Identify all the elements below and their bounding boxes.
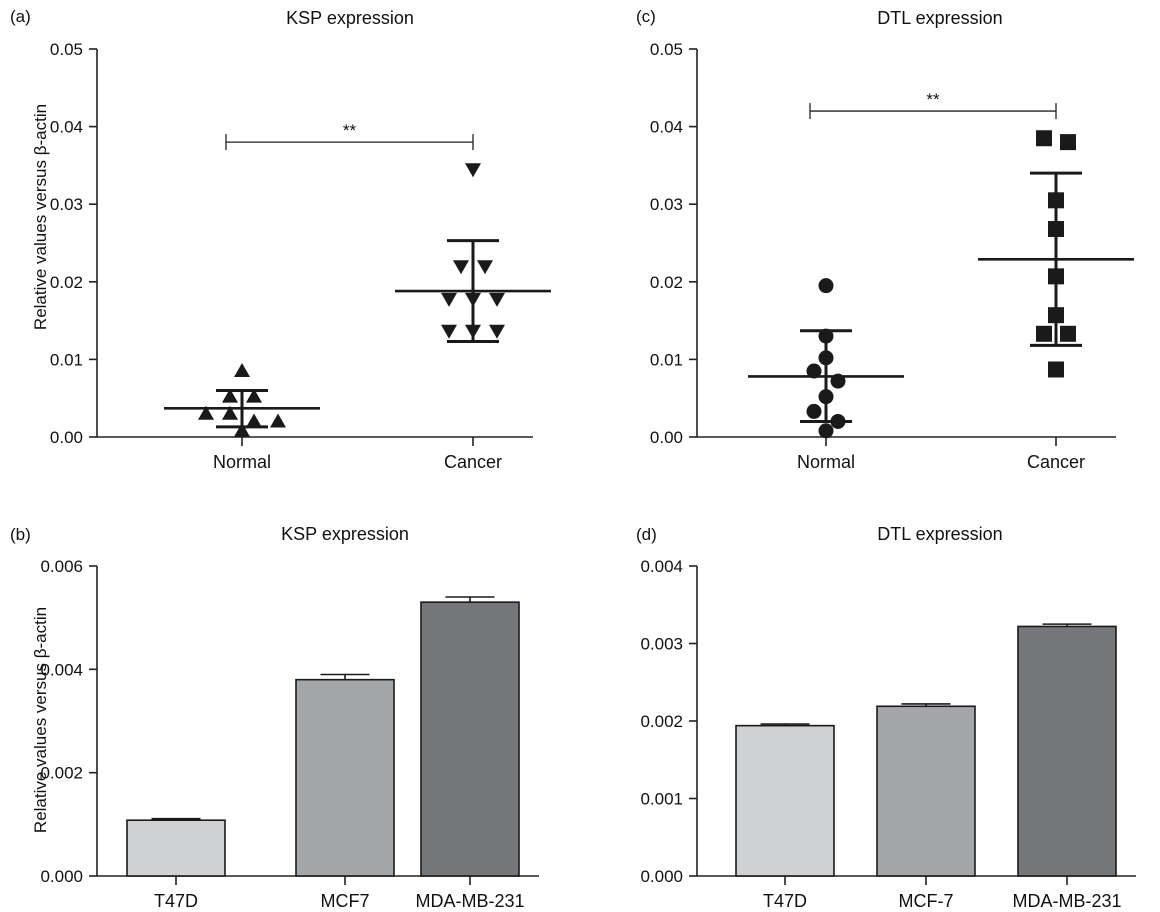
panel-d-dtl-bar: (d) DTL expression 0.0000.0010.0020.0030… [636,524,1136,911]
y-tick-label: 0.03 [650,195,683,214]
y-tick-label: 0.006 [40,557,83,576]
data-point-triangle-up [246,388,262,403]
data-point-triangle-up [246,413,262,428]
data-point-square [1036,130,1052,147]
data-point-triangle-up [270,413,286,428]
data-point-triangle-up [234,363,250,378]
axes [89,48,533,446]
panel-label: (d) [636,525,657,544]
chart-title: DTL expression [877,524,1002,544]
x-category-label: MCF-7 [899,891,954,911]
y-tick-label: 0.05 [650,40,683,59]
y-axis-label: Relative values versus β-actin [31,104,50,330]
x-category-label: Normal [797,452,855,472]
y-tick-label: 0.03 [50,195,83,214]
x-category-label: T47D [154,891,198,911]
chart-title: DTL expression [877,8,1002,28]
data-point-triangle-down [453,260,469,275]
tick-labels: 0.00 0.01 0.02 0.03 0.04 0.05 Normal Cancer [650,40,1085,472]
y-tick-label: 0.004 [40,660,83,679]
data-point-triangle-down [441,324,457,339]
panel-label: (a) [10,7,31,26]
y-axis-label: Relative values versus β-actin [31,607,50,833]
data-point-triangle-down [465,163,481,178]
data-point-square [1048,361,1064,378]
y-tick-label: 0.000 [40,867,83,886]
panel-b-ksp-bar: (b) KSP expression Relative values versu… [10,524,539,911]
significance-label: ** [343,121,357,140]
y-tick-label: 0.02 [650,273,683,292]
y-tick-label: 0.05 [50,40,83,59]
tick-labels: 0.00 0.01 0.02 0.03 0.04 0.05 Normal Cancer [50,40,502,472]
data-point-circle [818,423,834,439]
data-point-circle [818,278,834,294]
significance-label: ** [926,90,940,109]
x-category-label: MDA-MB-231 [415,891,524,911]
data-point-square [1060,325,1076,342]
data-point-square [1060,134,1076,151]
y-tick-label: 0.01 [650,350,683,369]
y-tick-label: 0.02 [50,273,83,292]
x-category-label: MCF7 [321,891,370,911]
bar [1017,625,1117,877]
data-marks [126,596,520,877]
bar [735,724,835,877]
bar [126,819,226,877]
y-tick-label: 0.001 [640,790,683,809]
y-tick-label: 0.00 [50,428,83,447]
bar [876,705,976,877]
y-tick-label: 0.002 [40,764,83,783]
x-category-label: MDA-MB-231 [1012,891,1121,911]
panel-a-ksp-scatter: (a) KSP expression Relative values versu… [10,7,551,472]
data-marks: ** [164,121,551,437]
y-tick-label: 0.000 [640,867,683,886]
y-tick-label: 0.002 [640,712,683,731]
data-marks [735,623,1117,877]
y-tick-label: 0.04 [650,118,683,137]
data-point-triangle-up [234,422,250,437]
data-point-triangle-up [222,388,238,403]
y-tick-label: 0.004 [640,557,683,576]
bar [295,678,395,877]
y-tick-label: 0.01 [50,350,83,369]
data-point-circle [806,403,822,419]
data-point-triangle-down [489,292,505,307]
data-point-triangle-up [198,405,214,420]
panel-label: (b) [10,525,31,544]
x-category-label: Cancer [444,452,502,472]
y-tick-label: 0.00 [650,428,683,447]
y-tick-label: 0.003 [640,635,683,654]
y-tick-label: 0.04 [50,118,83,137]
data-point-circle [806,363,822,379]
tick-labels: 0.000 0.001 0.002 0.003 0.004 T47D MCF-7 MDA-MB… [640,557,1121,911]
chart-title: KSP expression [286,8,414,28]
data-point-triangle-down [441,292,457,307]
panel-c-dtl-scatter: (c) DTL expression 0.000.010.020.030.040… [636,7,1134,472]
data-point-triangle-down [477,260,493,275]
data-point-square [1036,325,1052,342]
x-category-label: Cancer [1027,452,1085,472]
axes [689,48,1116,446]
data-point-triangle-up [222,405,238,420]
tick-labels: 0.000 0.002 0.004 0.006 T47D MCF7 MDA-MB-231 [40,557,524,911]
x-category-label: Normal [213,452,271,472]
bar [420,601,520,877]
data-marks: ** [748,90,1134,439]
data-point-triangle-down [489,324,505,339]
panel-label: (c) [636,7,656,26]
chart-title: KSP expression [281,524,409,544]
x-category-label: T47D [763,891,807,911]
